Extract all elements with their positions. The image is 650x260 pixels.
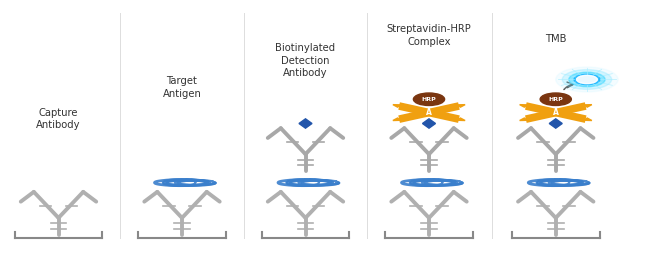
Polygon shape: [519, 105, 527, 107]
Circle shape: [569, 72, 605, 87]
Text: A: A: [426, 108, 432, 117]
Text: A: A: [552, 108, 559, 117]
Text: Capture
Antibody: Capture Antibody: [36, 108, 81, 130]
Circle shape: [556, 67, 618, 92]
Circle shape: [540, 93, 571, 106]
Circle shape: [574, 74, 600, 85]
Polygon shape: [584, 118, 592, 121]
Text: HRP: HRP: [549, 97, 563, 102]
Text: Biotinylated
Detection
Antibody: Biotinylated Detection Antibody: [276, 43, 335, 78]
Text: Streptavidin-HRP
Complex: Streptavidin-HRP Complex: [387, 24, 471, 47]
Text: HRP: HRP: [422, 97, 436, 102]
Polygon shape: [458, 118, 465, 121]
Text: TMB: TMB: [545, 34, 567, 44]
Polygon shape: [519, 118, 527, 121]
Circle shape: [413, 93, 445, 106]
Polygon shape: [299, 119, 312, 128]
Polygon shape: [549, 119, 562, 128]
Polygon shape: [458, 105, 465, 107]
Circle shape: [562, 70, 612, 89]
Polygon shape: [393, 105, 400, 107]
Circle shape: [577, 75, 597, 84]
Polygon shape: [584, 105, 592, 107]
Text: Target
Antigen: Target Antigen: [162, 76, 202, 99]
Polygon shape: [422, 119, 436, 128]
Polygon shape: [393, 118, 400, 121]
